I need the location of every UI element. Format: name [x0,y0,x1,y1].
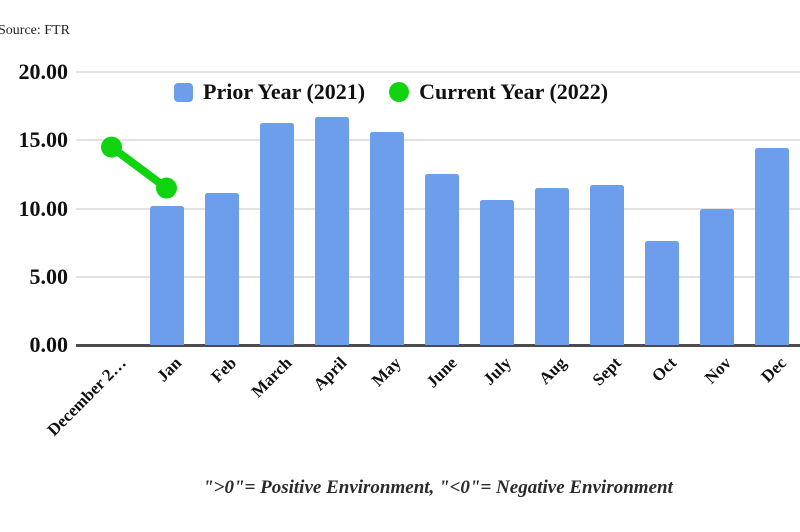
y-axis-tick-label: 10.00 [18,195,69,221]
bar-aug [534,188,569,345]
bar-april [314,117,349,345]
prior-year-swatch-icon [174,82,193,102]
legend-item-prior-year: Prior Year (2021) [174,81,365,103]
bar-jan [149,205,184,345]
bar-dec [754,148,789,345]
bar-sept [589,185,624,345]
x-axis-tick-label: May [368,353,406,391]
x-axis-tick-label: July [479,353,516,389]
bar-march [259,122,294,345]
chart-legend: Prior Year (2021) Current Year (2022) [174,81,608,103]
bar-nov [699,208,734,345]
legend-label-prior-year: Prior Year (2021) [203,79,366,104]
bar-oct [644,241,679,345]
x-axis-tick-label: Aug [535,353,571,389]
x-axis-line [76,344,800,347]
bar-may [369,132,404,345]
x-axis-tick-label: April [309,353,351,395]
y-axis-tick-label: 15.00 [18,127,69,153]
bar-feb [204,193,239,345]
legend-item-current-year: Current Year (2022) [389,81,608,103]
x-axis-tick-label: June [422,353,461,392]
bar-june [424,174,459,345]
y-axis-tick-label: 0.00 [29,332,69,357]
x-axis-tick-label: December 2… [43,353,131,440]
x-axis-tick-label: Oct [648,353,681,386]
x-axis-tick-label: Jan [153,353,186,386]
x-axis-tick-label: March [247,353,296,402]
legend-label-current-year: Current Year (2022) [419,79,609,104]
source-note: Source: FTR [0,23,70,38]
x-axis-tick-label: Feb [207,353,241,387]
current-year-swatch-icon [389,82,410,102]
bar-july [479,200,514,345]
x-axis-tick-label: Sept [589,353,626,390]
y-axis-tick-label: 20.00 [18,59,69,84]
chart-caption: ">0"= Positive Environment, "<0"= Negati… [203,477,673,498]
x-axis-tick-label: Nov [701,353,736,388]
x-axis-tick-label: Dec [757,353,791,387]
gridline-y-20 [76,71,800,73]
gridline-y-15 [76,139,800,142]
y-axis-tick-label: 5.00 [29,263,69,289]
